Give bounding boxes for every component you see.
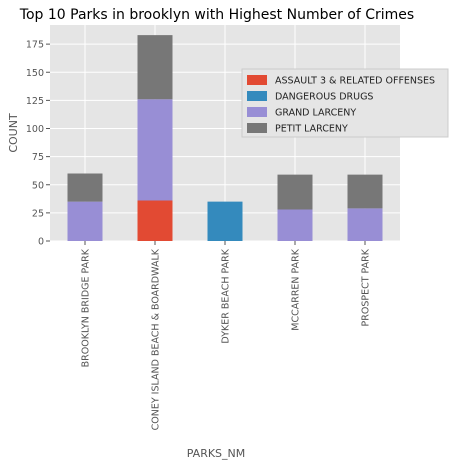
legend-swatch bbox=[247, 107, 267, 117]
y-tick-label: 100 bbox=[26, 124, 44, 135]
x-tick-label: DYKER BEACH PARK bbox=[221, 248, 232, 343]
legend-swatch bbox=[247, 91, 267, 101]
chart-title: Top 10 Parks in brooklyn with Highest Nu… bbox=[19, 7, 414, 23]
legend-label: DANGEROUS DRUGS bbox=[275, 92, 373, 103]
y-tick-label: 150 bbox=[26, 68, 44, 79]
x-axis-title: PARKS_NM bbox=[187, 447, 246, 460]
legend-label: GRAND LARCENY bbox=[275, 108, 356, 119]
y-tick-label: 50 bbox=[32, 180, 44, 191]
legend-label: PETIT LARCENY bbox=[275, 124, 348, 135]
legend-label: ASSAULT 3 & RELATED OFFENSES bbox=[275, 76, 435, 87]
legend-swatch bbox=[247, 123, 267, 133]
bars bbox=[67, 35, 383, 241]
x-tick-labels: BROOKLYN BRIDGE PARK CONEY ISLAND BEACH &… bbox=[81, 241, 372, 430]
legend-swatch bbox=[247, 75, 267, 85]
y-tick-labels: 0 25 50 75 100 125 150 175 bbox=[26, 40, 50, 248]
bar-grand-larceny bbox=[67, 201, 103, 241]
bar-grand-larceny bbox=[137, 99, 173, 201]
bar-petit-larceny bbox=[277, 174, 313, 210]
legend: ASSAULT 3 & RELATED OFFENSES DANGEROUS DR… bbox=[241, 68, 449, 138]
x-tick-label: CONEY ISLAND BEACH & BOARDWALK bbox=[151, 248, 162, 430]
bar-grand-larceny bbox=[347, 208, 383, 241]
bar-petit-larceny bbox=[137, 35, 173, 100]
bar-petit-larceny bbox=[347, 174, 383, 209]
x-tick-label: PROSPECT PARK bbox=[361, 248, 372, 326]
bar-petit-larceny bbox=[67, 173, 103, 202]
x-tick-label: MCCARREN PARK bbox=[291, 248, 302, 331]
y-tick-label: 25 bbox=[32, 208, 44, 219]
bar-dangerous-drugs bbox=[207, 201, 243, 241]
y-tick-label: 125 bbox=[26, 96, 44, 107]
y-axis-title: COUNT bbox=[7, 113, 20, 153]
y-tick-label: 175 bbox=[26, 40, 44, 51]
bar-assault-3-related-offenses bbox=[137, 200, 173, 241]
legend-box bbox=[241, 68, 449, 138]
y-tick-label: 75 bbox=[32, 152, 44, 163]
x-tick-label: BROOKLYN BRIDGE PARK bbox=[81, 248, 92, 367]
y-tick-label: 0 bbox=[38, 237, 44, 248]
bar-grand-larceny bbox=[277, 209, 313, 241]
